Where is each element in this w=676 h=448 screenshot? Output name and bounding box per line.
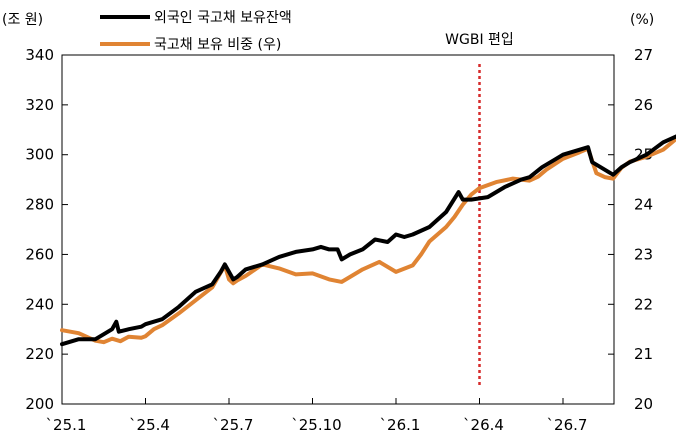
left-axis-unit: (조 원) bbox=[2, 12, 43, 28]
series-line-foreign-holdings bbox=[60, 134, 676, 347]
left-tick-label: 280 bbox=[25, 196, 54, 214]
left-tick-label: 320 bbox=[25, 96, 54, 114]
legend: 외국인 국고채 보유잔액 국고채 보유 비중 (우) bbox=[100, 10, 292, 53]
left-tick-label: 340 bbox=[25, 46, 54, 64]
left-axis: 200 220 240 260 280 300 320 340 bbox=[25, 46, 68, 413]
left-tick-label: 260 bbox=[25, 245, 54, 263]
x-tick-label: `26.1 bbox=[380, 416, 421, 434]
x-tick-label: `25.7 bbox=[213, 416, 254, 434]
left-tick-label: 200 bbox=[25, 395, 54, 413]
legend-label-holdings: 외국인 국고채 보유잔액 bbox=[154, 10, 292, 26]
x-tick-label: `25.1 bbox=[46, 416, 87, 434]
x-tick-label: `26.7 bbox=[547, 416, 588, 434]
right-axis-unit: (%) bbox=[630, 12, 654, 28]
x-tick-label: `26.4 bbox=[463, 416, 504, 434]
right-tick-label: 21 bbox=[634, 345, 653, 363]
right-tick-label: 26 bbox=[634, 96, 653, 114]
series-line-holding-share bbox=[60, 136, 676, 345]
series-layer bbox=[60, 134, 676, 347]
right-tick-label: 23 bbox=[634, 245, 653, 263]
right-tick-label: 27 bbox=[634, 46, 653, 64]
x-tick-label: `25.4 bbox=[129, 416, 170, 434]
left-tick-label: 300 bbox=[25, 146, 54, 164]
x-tick-label: `25.10 bbox=[291, 416, 341, 434]
right-tick-label: 24 bbox=[634, 196, 653, 214]
left-tick-label: 220 bbox=[25, 345, 54, 363]
plot-frame bbox=[61, 54, 615, 405]
x-axis: `25.1 `25.4 `25.7 `25.10 `26.1 `26.4 `26.7 bbox=[46, 398, 588, 434]
right-tick-label: 20 bbox=[634, 395, 653, 413]
wgbi-inclusion-label: WGBI 편입 bbox=[445, 32, 514, 48]
right-tick-label: 22 bbox=[634, 295, 653, 313]
left-tick-label: 240 bbox=[25, 295, 54, 313]
legend-label-share: 국고채 보유 비중 (우) bbox=[154, 37, 281, 53]
